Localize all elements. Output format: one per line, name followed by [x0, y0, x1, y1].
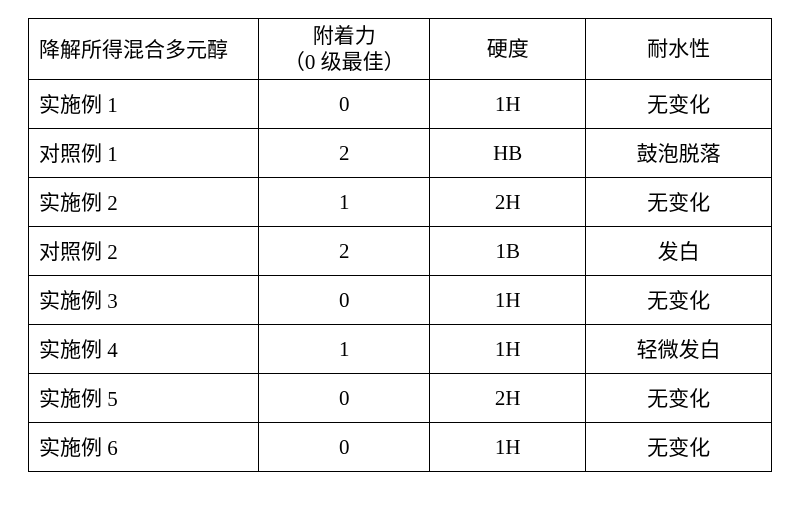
cell-water: 发白	[586, 227, 772, 276]
table-header-row: 降解所得混合多元醇 附着力 （0 级最佳） 硬度 耐水性	[29, 19, 772, 80]
cell-label: 对照例 1	[29, 129, 259, 178]
table-row: 实施例 6 0 1H 无变化	[29, 423, 772, 472]
cell-water: 无变化	[586, 374, 772, 423]
cell-adhesion: 0	[259, 423, 430, 472]
cell-water: 无变化	[586, 178, 772, 227]
cell-adhesion: 2	[259, 227, 430, 276]
table-row: 实施例 1 0 1H 无变化	[29, 80, 772, 129]
cell-hardness: 1H	[430, 276, 586, 325]
table-container: 降解所得混合多元醇 附着力 （0 级最佳） 硬度 耐水性 实施例 1 0 1H …	[0, 0, 800, 490]
table-row: 实施例 5 0 2H 无变化	[29, 374, 772, 423]
cell-water: 无变化	[586, 80, 772, 129]
data-table: 降解所得混合多元醇 附着力 （0 级最佳） 硬度 耐水性 实施例 1 0 1H …	[28, 18, 772, 472]
cell-water: 鼓泡脱落	[586, 129, 772, 178]
header-col-2: 硬度	[430, 19, 586, 80]
cell-hardness: 2H	[430, 374, 586, 423]
cell-adhesion: 2	[259, 129, 430, 178]
cell-hardness: 2H	[430, 178, 586, 227]
cell-adhesion: 0	[259, 276, 430, 325]
cell-label: 实施例 3	[29, 276, 259, 325]
cell-adhesion: 0	[259, 80, 430, 129]
header-col-1-line1: 附着力	[259, 23, 429, 49]
cell-water: 轻微发白	[586, 325, 772, 374]
header-col-1: 附着力 （0 级最佳）	[259, 19, 430, 80]
cell-hardness: HB	[430, 129, 586, 178]
cell-water: 无变化	[586, 423, 772, 472]
cell-hardness: 1H	[430, 80, 586, 129]
table-row: 实施例 2 1 2H 无变化	[29, 178, 772, 227]
cell-label: 实施例 5	[29, 374, 259, 423]
cell-label: 实施例 2	[29, 178, 259, 227]
cell-hardness: 1H	[430, 325, 586, 374]
table-row: 对照例 1 2 HB 鼓泡脱落	[29, 129, 772, 178]
cell-water: 无变化	[586, 276, 772, 325]
table-row: 对照例 2 2 1B 发白	[29, 227, 772, 276]
table-row: 实施例 3 0 1H 无变化	[29, 276, 772, 325]
header-col-1-line2: （0 级最佳）	[259, 49, 429, 75]
cell-adhesion: 1	[259, 325, 430, 374]
cell-hardness: 1H	[430, 423, 586, 472]
cell-label: 实施例 4	[29, 325, 259, 374]
cell-label: 实施例 6	[29, 423, 259, 472]
cell-hardness: 1B	[430, 227, 586, 276]
cell-adhesion: 0	[259, 374, 430, 423]
cell-label: 实施例 1	[29, 80, 259, 129]
cell-adhesion: 1	[259, 178, 430, 227]
cell-label: 对照例 2	[29, 227, 259, 276]
header-col-3: 耐水性	[586, 19, 772, 80]
table-row: 实施例 4 1 1H 轻微发白	[29, 325, 772, 374]
header-col-0: 降解所得混合多元醇	[29, 19, 259, 80]
